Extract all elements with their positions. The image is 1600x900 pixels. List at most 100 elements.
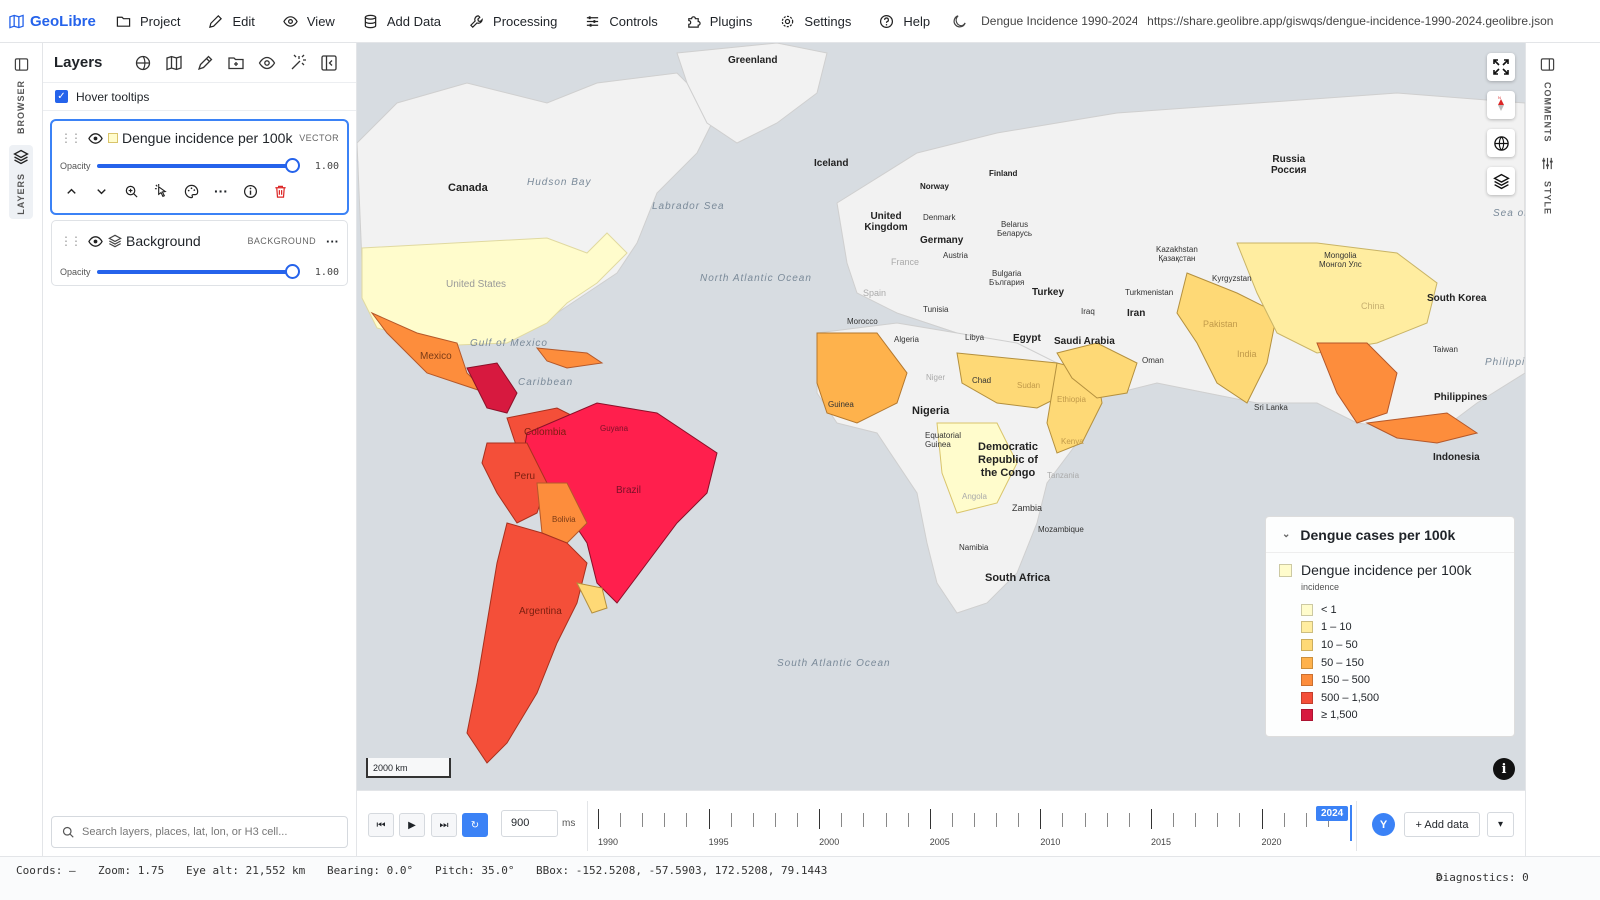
loop-button[interactable]: ↻ xyxy=(462,813,488,837)
drag-handle-icon[interactable]: ⋮⋮ xyxy=(60,234,82,248)
layer-header: ⋮⋮ Dengue incidence per 100k VECTOR xyxy=(52,121,347,155)
menu-label: Processing xyxy=(493,13,558,29)
add-data-dropdown[interactable]: ▾ xyxy=(1487,812,1514,837)
more-options-icon[interactable]: ··· xyxy=(326,233,339,249)
layer-item-background[interactable]: ⋮⋮ Background BACKGROUND ··· Opacity 1.0… xyxy=(51,220,348,286)
tab-browser[interactable]: BROWSER xyxy=(9,57,33,134)
tab-layers[interactable]: LAYERS xyxy=(9,145,33,219)
label-taiwan: Taiwan xyxy=(1433,345,1458,354)
legend-swatch xyxy=(1301,691,1313,704)
app-logo[interactable]: GeoLibre xyxy=(0,13,102,30)
palette-icon[interactable] xyxy=(184,184,199,199)
timeline-track[interactable]: 1990 1995 2000 2005 2010 2015 2020 2024 xyxy=(587,801,1357,851)
current-year-badge[interactable]: 2024 xyxy=(1316,806,1349,821)
timeline-handle[interactable] xyxy=(1350,805,1352,841)
menu-label: Plugins xyxy=(709,13,753,29)
menu-view[interactable]: View xyxy=(269,0,349,43)
menu-project[interactable]: Project xyxy=(102,0,194,43)
menu-controls[interactable]: Controls xyxy=(571,0,671,43)
country-mexico xyxy=(370,311,488,394)
timeline-year-label: 2015 xyxy=(1150,837,1171,847)
drag-handle-icon[interactable]: ⋮⋮ xyxy=(60,131,82,145)
fullscreen-button[interactable] xyxy=(1487,53,1515,81)
attribution-info-icon[interactable]: i xyxy=(1493,758,1515,780)
label-turkey: Turkey xyxy=(1032,287,1065,298)
label-turkmenistan: Turkmenistan xyxy=(1125,288,1174,297)
slider-knob[interactable] xyxy=(284,264,300,279)
label-south-africa: South Africa xyxy=(985,572,1050,584)
svg-text:N: N xyxy=(1498,96,1501,100)
menu-processing[interactable]: Processing xyxy=(455,0,571,43)
menu-label: View xyxy=(306,13,335,29)
label-russia-en: Russia xyxy=(1272,154,1306,165)
legend-swatch xyxy=(1301,603,1313,616)
legend-swatch xyxy=(1301,709,1313,722)
label-colombia: Colombia xyxy=(524,427,567,438)
skip-back-button[interactable]: ⏮ xyxy=(368,813,394,837)
eye-icon[interactable] xyxy=(88,131,103,146)
tab-comments-label: COMMENTS xyxy=(1542,82,1553,143)
tab-comments[interactable]: COMMENTS xyxy=(1540,57,1555,143)
opacity-value: 1.00 xyxy=(314,160,339,172)
map-view[interactable]: Greenland Iceland Canada Hudson Bay Labr… xyxy=(357,43,1525,790)
more-options-icon[interactable]: ··· xyxy=(214,183,228,199)
menu-help[interactable]: Help xyxy=(865,0,944,43)
eye-icon[interactable] xyxy=(88,234,103,249)
avatar[interactable]: Y xyxy=(1372,813,1395,836)
magic-icon[interactable] xyxy=(289,54,307,72)
menu-bar: GeoLibre Project Edit View Add Data Proc… xyxy=(0,0,1600,43)
legend-item: ≥ 1,500 xyxy=(1266,707,1514,725)
skip-forward-button[interactable]: ⏭ xyxy=(431,813,457,837)
label-philippines: Philippines xyxy=(1434,392,1488,403)
legend-item: 10 – 50 xyxy=(1266,636,1514,654)
opacity-row: Opacity 1.00 xyxy=(52,261,347,283)
layers-icon xyxy=(1492,173,1510,189)
opacity-slider[interactable] xyxy=(96,158,300,173)
layer-search-input[interactable]: Search layers, places, lat, lon, or H3 c… xyxy=(51,816,348,848)
timeline-tick xyxy=(1150,809,1152,829)
layer-item-dengue[interactable]: ⋮⋮ Dengue incidence per 100k VECTOR Opac… xyxy=(51,120,348,214)
compass-button[interactable]: N xyxy=(1487,91,1515,119)
zoom-to-layer-icon[interactable] xyxy=(124,184,139,199)
opacity-slider[interactable] xyxy=(96,264,300,279)
folder-add-icon[interactable] xyxy=(227,54,245,72)
collapse-panel-icon[interactable] xyxy=(320,54,338,72)
interval-input[interactable]: 900 xyxy=(501,810,558,837)
menu-plugins[interactable]: Plugins xyxy=(672,0,767,43)
legend-item: 150 – 500 xyxy=(1266,671,1514,689)
menu-edit[interactable]: Edit xyxy=(194,0,268,43)
menu-add-data[interactable]: Add Data xyxy=(349,0,455,43)
delete-icon[interactable] xyxy=(273,184,288,199)
hover-tooltips-toggle[interactable]: ✓ Hover tooltips xyxy=(43,83,356,111)
project-url[interactable]: https://share.geolibre.app/giswqs/dengue… xyxy=(1147,14,1554,28)
tab-style[interactable]: STYLE xyxy=(1540,156,1555,215)
label-gulf-mexico: Gulf of Mexico xyxy=(470,338,548,349)
legend-header[interactable]: ⌄ Dengue cases per 100k xyxy=(1266,517,1514,553)
globe-button[interactable] xyxy=(1487,129,1515,157)
map-canvas[interactable] xyxy=(357,43,1525,790)
layer-actions: ··· xyxy=(52,177,347,209)
menu-label: Settings xyxy=(804,13,852,29)
label-iran: Iran xyxy=(1127,308,1146,319)
slider-knob[interactable] xyxy=(284,158,300,173)
play-button[interactable]: ▶ xyxy=(399,813,425,837)
chevron-down-icon[interactable]: ⌄ xyxy=(1282,529,1291,540)
label-canada: Canada xyxy=(448,182,488,194)
scale-bar: 2000 km xyxy=(366,758,451,778)
moon-icon[interactable] xyxy=(952,14,967,29)
draw-icon[interactable] xyxy=(196,54,214,72)
interval-unit: ms xyxy=(562,818,576,829)
identify-icon[interactable] xyxy=(154,183,169,199)
add-data-button[interactable]: + Add data xyxy=(1404,812,1480,837)
timeline-tick xyxy=(1305,813,1307,827)
visibility-icon[interactable] xyxy=(258,54,276,72)
menu-settings[interactable]: Settings xyxy=(766,0,865,43)
hover-tooltips-checkbox[interactable]: ✓ xyxy=(55,90,68,103)
basemap-icon[interactable] xyxy=(165,54,183,72)
move-up-icon[interactable] xyxy=(64,184,79,199)
info-icon[interactable] xyxy=(243,184,258,199)
label-morocco: Morocco xyxy=(847,317,878,326)
move-down-icon[interactable] xyxy=(94,184,109,199)
layers-control-button[interactable] xyxy=(1487,167,1515,195)
globe-add-icon[interactable] xyxy=(134,54,152,72)
